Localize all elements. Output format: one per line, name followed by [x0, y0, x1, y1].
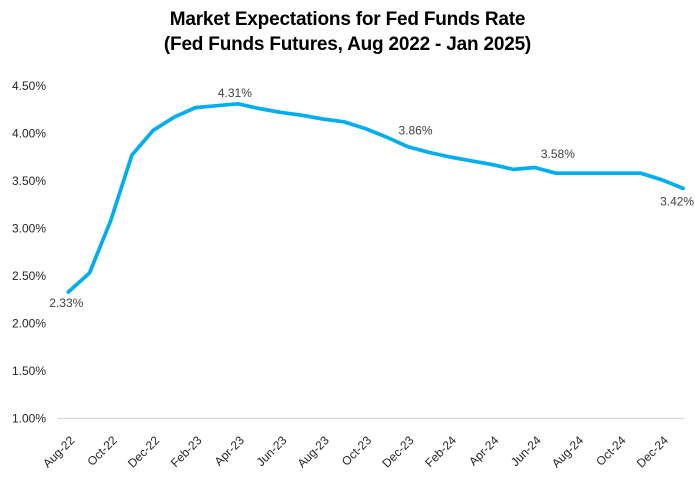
- data-point-label: 4.31%: [218, 86, 252, 100]
- x-axis-tick-label: Dec-23: [379, 433, 416, 470]
- x-axis-tick-label: Feb-24: [422, 433, 459, 470]
- chart-title-line1: Market Expectations for Fed Funds Rate: [169, 9, 526, 30]
- x-axis-tick-label: Feb-23: [168, 433, 205, 470]
- chart-title: Market Expectations for Fed Funds Rate (…: [0, 7, 695, 57]
- y-axis-tick-label: 2.00%: [12, 317, 46, 331]
- y-axis-tick-label: 1.50%: [12, 364, 46, 378]
- x-axis-tick-label: Aug-23: [295, 433, 332, 470]
- x-axis-tick-label: Jun-23: [254, 433, 290, 469]
- x-axis-tick-label: Oct-24: [593, 433, 629, 469]
- y-axis-tick-label: 2.50%: [12, 269, 46, 283]
- y-axis-tick-label: 4.00%: [12, 126, 46, 140]
- x-axis-tick-label: Oct-23: [339, 433, 375, 469]
- x-axis-tick-label: Dec-22: [125, 433, 162, 470]
- x-axis-tick-label: Dec-24: [634, 433, 671, 470]
- data-point-label: 3.58%: [541, 147, 575, 161]
- x-axis-tick-label: Apr-23: [212, 433, 248, 469]
- x-axis-tick-label: Oct-22: [84, 433, 120, 469]
- data-point-label: 2.33%: [49, 296, 83, 310]
- y-axis-tick-label: 3.00%: [12, 222, 46, 236]
- chart-title-line2: (Fed Funds Futures, Aug 2022 - Jan 2025): [163, 34, 532, 55]
- x-axis-tick-label: Apr-24: [466, 433, 502, 469]
- x-axis-tick-label: Jun-24: [508, 433, 544, 469]
- y-axis-tick-label: 1.00%: [12, 412, 46, 426]
- y-axis-tick-label: 4.50%: [12, 79, 46, 93]
- fed-funds-series-line: [66, 101, 685, 294]
- data-point-label: 3.86%: [398, 124, 432, 138]
- data-point-label: 3.42%: [660, 194, 694, 208]
- x-axis-tick-label: Aug-22: [40, 433, 77, 470]
- y-axis-tick-label: 3.50%: [12, 174, 46, 188]
- x-axis-tick-label: Aug-24: [549, 433, 586, 470]
